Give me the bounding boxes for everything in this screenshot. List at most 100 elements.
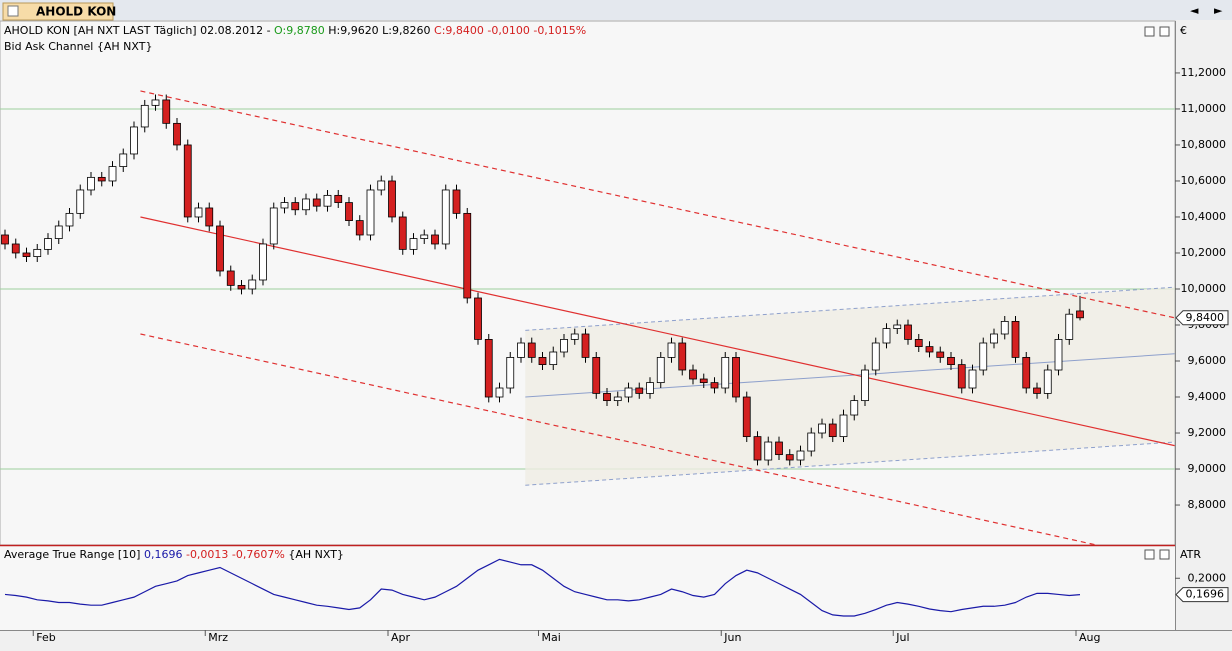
y-axis-label: € [1180, 24, 1187, 37]
maximize-button[interactable] [1144, 26, 1155, 37]
bid-ask-lower [525, 441, 1175, 486]
candle-body [732, 357, 740, 398]
candle-body [140, 104, 149, 128]
y-tick-label: 10,6000 [1181, 174, 1227, 187]
candle-body [828, 423, 837, 438]
header: AHOLD KON [AH NXT LAST Täglich] 02.08.20… [4, 24, 586, 37]
candle-body [119, 153, 128, 167]
candle-body [871, 342, 880, 371]
atr-y-tick-label: 0,2000 [1188, 571, 1227, 584]
x-tick-label: Jul [895, 631, 909, 644]
candle-body [355, 220, 364, 236]
candle-body [216, 225, 224, 272]
candle-body [947, 357, 955, 366]
candle-body [291, 202, 300, 211]
candle-body [699, 378, 708, 384]
tab-icon [7, 5, 19, 17]
candle-body [689, 369, 697, 380]
candle-body [226, 270, 235, 286]
channel-mid [140, 216, 1175, 447]
last-value: 9,8400 [1186, 311, 1225, 324]
atr-name: Average True Range [10] [4, 548, 140, 561]
candle-body [646, 382, 654, 394]
tab-label: AHOLD KON [36, 5, 116, 19]
atr-panel [0, 546, 1175, 630]
x-tick-label: Jun [723, 631, 741, 644]
candle-body [624, 387, 633, 398]
candle-body [1054, 339, 1063, 371]
candle-body [366, 189, 375, 236]
candle-body [592, 357, 601, 394]
last-value-box [1175, 310, 1229, 326]
candle-body [710, 382, 719, 389]
candle-body [484, 339, 493, 398]
candle-body [904, 324, 912, 340]
candle-body [613, 396, 622, 402]
channel-lower [140, 333, 1100, 545]
y-tick-label: 10,8000 [1181, 138, 1227, 151]
candle-body [527, 342, 536, 358]
candle-body [65, 212, 74, 227]
x-tick-label: Mrz [208, 631, 228, 644]
atr-last-value-box [1175, 587, 1229, 603]
candle-body [990, 333, 998, 344]
x-tick-label: Feb [36, 631, 55, 644]
candle-body [957, 364, 966, 389]
candle-body [269, 207, 278, 245]
candle-body [1022, 357, 1031, 389]
candle-body [635, 387, 644, 394]
close-button[interactable] [1159, 26, 1170, 37]
candle-body [108, 166, 117, 182]
candle-body [742, 396, 751, 438]
candle-body [334, 194, 343, 203]
candle-body [194, 207, 203, 218]
y-tick-label: 11,0000 [1181, 102, 1227, 115]
candle-body [302, 198, 310, 211]
candle-body [409, 238, 418, 250]
candle-body [818, 423, 826, 434]
candle-body [1011, 320, 1020, 358]
candle-body [87, 176, 95, 191]
candle-body [97, 176, 106, 182]
atr-change: -0,0013 -0,7607% [186, 548, 285, 561]
candle-body [656, 357, 665, 384]
scroll-right[interactable]: ► [1214, 4, 1223, 17]
candle-body [130, 126, 138, 155]
y-tick-label: 9,2000 [1188, 426, 1227, 439]
y-tick-label: 9,0000 [1188, 462, 1227, 475]
atr-axis-label: ATR [1180, 548, 1201, 561]
header-change: C:9,8400 -0,0100 -0,1015% [434, 24, 586, 37]
y-tick-label: 10,4000 [1181, 210, 1227, 223]
x-tick-label: Apr [391, 631, 411, 644]
candle-body [259, 243, 267, 281]
candle-body [312, 198, 321, 207]
candle-body [345, 202, 353, 221]
candle-body [377, 180, 386, 191]
tab[interactable] [2, 2, 114, 21]
candle-body [151, 99, 160, 106]
atr-line [4, 558, 1081, 617]
candle-body [560, 339, 568, 353]
candle-body [183, 144, 192, 218]
candle-body [581, 333, 590, 358]
y-tick-label: 11,2000 [1181, 66, 1227, 79]
y-tick-label: 8,8000 [1188, 498, 1227, 511]
candle-body [205, 207, 214, 227]
candle-body [323, 194, 332, 207]
atr-last-value: 0,1696 [1186, 588, 1225, 601]
candle-body [807, 432, 816, 452]
candle-body [44, 238, 52, 250]
candle-body [173, 122, 181, 146]
scroll-left[interactable]: ◄ [1190, 4, 1199, 17]
atr-close-button[interactable] [1159, 549, 1170, 560]
atr-maximize-button[interactable] [1144, 549, 1155, 560]
candle-body [764, 441, 773, 461]
candle-body [678, 342, 687, 371]
toolbar [0, 0, 1232, 20]
candle-body [452, 189, 461, 214]
candle-body [775, 441, 783, 456]
candle-body [570, 333, 579, 340]
candle-body [388, 180, 396, 218]
atr-value: 0,1696 [144, 548, 183, 561]
